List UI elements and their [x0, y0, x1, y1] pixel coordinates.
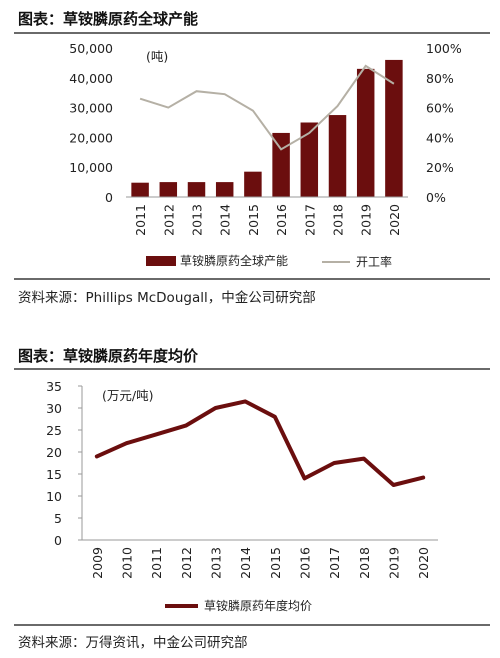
- chart1-title: 图表：草铵膦原药全球产能: [18, 10, 199, 28]
- x-tick-label: 2017: [327, 547, 342, 579]
- x-tick-label: 2013: [209, 547, 224, 579]
- legend-label-price: 草铵膦原药年度均价: [204, 598, 312, 613]
- y-tick-label: 25: [46, 423, 62, 438]
- y-tick-label: 35: [46, 379, 62, 394]
- legend-swatch-capacity: [146, 256, 176, 266]
- x-tick-label: 2015: [268, 547, 283, 579]
- bar: [300, 122, 319, 197]
- y-right-tick-label: 0%: [426, 190, 446, 205]
- x-tick-label: 2020: [416, 547, 431, 579]
- y-right-tick-label: 60%: [426, 101, 454, 116]
- x-tick-label: 2017: [302, 204, 317, 236]
- y-right-tick-label: 20%: [426, 160, 454, 175]
- y-left-tick-label: 30,000: [69, 101, 113, 116]
- y-left-tick-label: 50,000: [69, 41, 113, 56]
- x-tick-label: 2012: [161, 204, 176, 236]
- y-right-tick-label: 80%: [426, 71, 454, 86]
- bar: [356, 68, 375, 197]
- chart1-plot: 0 10,000 20,000 30,000 40,000 50,000 0% 20% 40% 6…: [69, 41, 462, 269]
- bar: [159, 182, 178, 197]
- x-tick-label: 2019: [387, 547, 402, 579]
- y-tick-label: 15: [46, 467, 62, 482]
- x-tick-label: 2019: [359, 204, 374, 236]
- y-right-tick-label: 100%: [426, 41, 462, 56]
- x-tick-label: 2016: [274, 204, 289, 236]
- chart2-top-rule: [14, 368, 490, 370]
- x-tick-label: 2015: [246, 204, 261, 236]
- chart1-top-rule: [14, 32, 490, 34]
- y-left-tick-label: 0: [105, 190, 113, 205]
- y-tick-label: 30: [46, 401, 62, 416]
- y-tick-label: 0: [54, 533, 62, 548]
- chart2-plot: 0 5 10 15 20 25 30 35 (万元/吨) 2009 2010 2011 2012 2013…: [46, 379, 438, 613]
- chart2-title: 图表：草铵膦原药年度均价: [18, 347, 199, 365]
- bar: [385, 59, 403, 197]
- y-left-tick-label: 10,000: [69, 160, 113, 175]
- bar: [328, 115, 347, 197]
- y-unit-label: (吨): [146, 49, 168, 64]
- bar: [131, 182, 149, 197]
- x-tick-label: 2014: [238, 547, 253, 579]
- legend-label-utilization: 开工率: [356, 254, 392, 269]
- x-tick-label: 2018: [357, 547, 372, 579]
- y-tick-label: 20: [46, 445, 62, 460]
- bar: [215, 182, 234, 197]
- utilization-line: [139, 64, 395, 151]
- y-tick-label: 10: [46, 489, 62, 504]
- x-tick-label: 2011: [133, 204, 148, 236]
- price-line: [94, 399, 426, 487]
- x-tick-label: 2016: [298, 547, 313, 579]
- chart2-source: 资料来源：万得资讯，中金公司研究部: [18, 635, 248, 651]
- bar: [187, 182, 206, 197]
- chart1-bottom-rule: [14, 278, 490, 280]
- chart2-bottom-rule: [14, 624, 490, 626]
- y-right-tick-label: 40%: [426, 130, 454, 145]
- bar: [272, 132, 290, 197]
- x-tick-label: 2020: [387, 204, 402, 236]
- x-tick-label: 2012: [179, 547, 194, 579]
- x-tick-label: 2013: [190, 204, 205, 236]
- y-tick-label: 5: [54, 511, 62, 526]
- y-left-tick-label: 40,000: [69, 71, 113, 86]
- x-tick-label: 2014: [218, 204, 233, 236]
- y-unit-label: (万元/吨): [102, 388, 153, 403]
- x-tick-label: 2009: [90, 547, 105, 579]
- legend-label-capacity: 草铵膦原药全球产能: [180, 253, 288, 268]
- x-tick-label: 2010: [120, 547, 135, 579]
- chart1-source: 资料来源：Phillips McDougall，中金公司研究部: [18, 290, 316, 306]
- y-left-tick-label: 20,000: [69, 130, 113, 145]
- x-tick-label: 2011: [149, 547, 164, 579]
- x-tick-label: 2018: [331, 204, 346, 236]
- bar: [244, 171, 262, 197]
